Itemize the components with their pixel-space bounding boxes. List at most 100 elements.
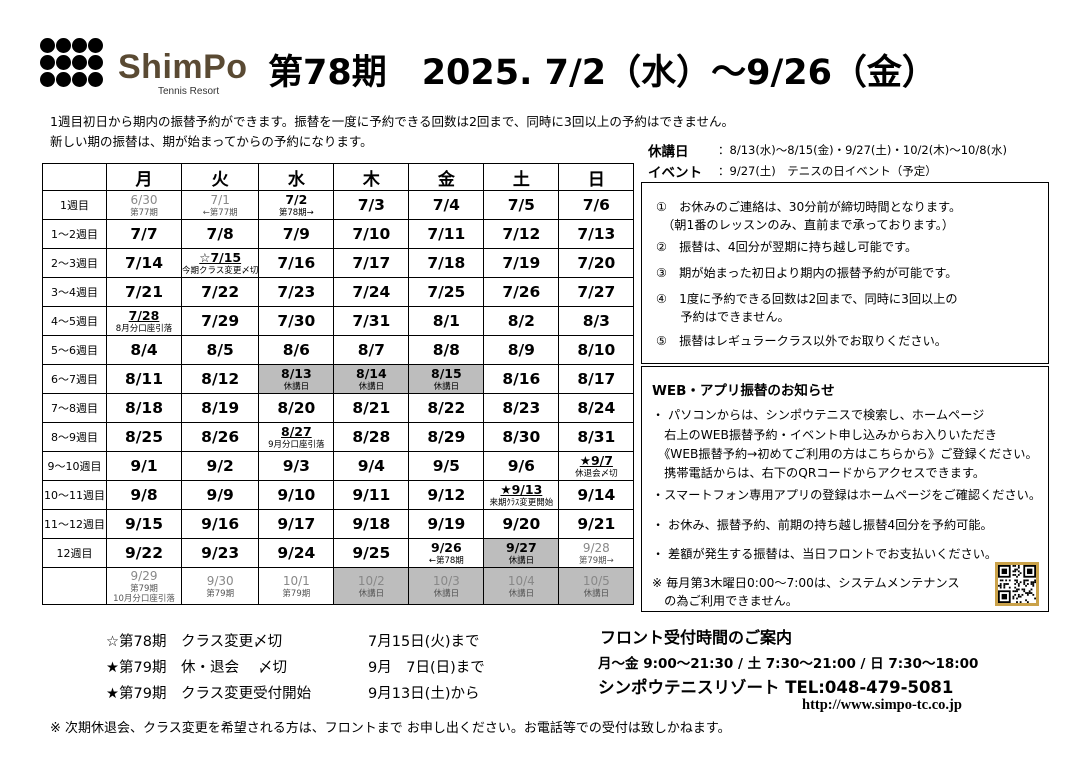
- calendar-day-cell: 7/30: [258, 306, 335, 336]
- note-5: ⑤ 振替はレギュラークラス以外でお取りください。: [656, 334, 947, 348]
- calendar-day-cell: 7/17: [333, 248, 410, 278]
- day-note: 第79期: [282, 589, 311, 599]
- calendar-day-cell: 8/3: [558, 306, 635, 336]
- day-date: 9/17: [277, 515, 316, 533]
- week-label: 11～12週目: [42, 509, 107, 539]
- calendar-day-cell: 8/2: [483, 306, 560, 336]
- website-link[interactable]: http://www.simpo-tc.co.jp: [802, 697, 962, 713]
- calendar-day-cell: 7/12: [483, 219, 560, 249]
- day-date: 9/20: [502, 515, 541, 533]
- day-date: 10/1: [282, 574, 310, 588]
- day-date: 9/21: [577, 515, 616, 533]
- week-label: 4～5週目: [42, 306, 107, 336]
- day-date: 9/3: [282, 457, 310, 475]
- note-1-sub: （朝1番のレッスンのみ、直前まで承っております。）: [656, 218, 955, 232]
- note-4-sub: 予約はできません。: [656, 310, 790, 324]
- calendar-day-cell: 7/20: [558, 248, 635, 278]
- day-note: 第78期→: [278, 208, 314, 218]
- day-date: 8/25: [124, 428, 164, 446]
- web-line: ・ パソコンからは、シンポウテニスで検索し、ホームページ: [652, 408, 985, 422]
- day-date: 9/23: [201, 544, 240, 562]
- day-date: 7/2: [285, 192, 308, 207]
- day-date: 7/30: [277, 312, 316, 330]
- day-date: 8/18: [124, 399, 164, 417]
- calendar-day-cell: 7/11: [408, 219, 485, 249]
- logo-dot: [72, 38, 87, 53]
- web-line: の為ご利用できません。: [652, 594, 798, 608]
- day-date: 8/31: [577, 428, 616, 446]
- day-date: 9/12: [427, 486, 466, 504]
- day-date: 7/21: [124, 283, 164, 301]
- day-note: 休講日: [433, 382, 460, 392]
- day-date: 7/4: [432, 196, 460, 214]
- calendar-day-cell: 9/6: [483, 451, 560, 481]
- day-note: 休退会〆切: [575, 469, 618, 479]
- calendar-day-cell: 8/31: [558, 422, 635, 452]
- day-date: 7/28: [128, 308, 160, 323]
- day-date: 8/16: [502, 370, 541, 388]
- day-note: 休講日: [358, 382, 385, 392]
- day-date: 9/11: [352, 486, 391, 504]
- day-date: 7/13: [577, 225, 616, 243]
- calendar-row: 7～8週目 8/18 8/19 8/20 8/21 8/22 8/23 8/24: [42, 393, 635, 423]
- day-note: 9月分口座引落: [268, 440, 325, 450]
- calendar-day-cell: 8/29: [408, 422, 485, 452]
- day-date: 7/20: [577, 254, 616, 272]
- calendar-day-cell: 9/16: [180, 509, 260, 539]
- web-notice-title: WEB・アプリ振替のお知らせ: [652, 383, 835, 399]
- calendar-day-cell: 7/31: [333, 306, 410, 336]
- day-date: 7/3: [357, 196, 385, 214]
- day-date: 10/2: [357, 574, 385, 588]
- calendar-day-cell: 9/22: [106, 538, 182, 568]
- calendar-day-cell: 7/3: [333, 190, 410, 220]
- front-desk-title: フロント受付時間のご案内: [600, 628, 793, 647]
- day-date: 9/24: [277, 544, 316, 562]
- calendar-day-cell: 9/15: [106, 509, 182, 539]
- calendar-day-cell: 8/25: [106, 422, 182, 452]
- calendar-day-cell: ☆7/15 今期クラス変更〆切: [180, 248, 260, 278]
- day-date: 8/1: [432, 312, 460, 330]
- deadline-1-date: 7月15日(火)まで: [368, 634, 480, 650]
- day-date: 7/23: [277, 283, 316, 301]
- day-date: 7/18: [427, 254, 466, 272]
- day-date: ☆7/15: [199, 250, 242, 265]
- qr-code-icon[interactable]: [995, 562, 1039, 606]
- calendar-day-cell: 7/23: [258, 277, 335, 307]
- calendar-day-cell: 10/3 休講日: [408, 567, 485, 605]
- calendar-day-cell: 7/28 8月分口座引落: [106, 306, 182, 336]
- day-date: 6/30: [130, 193, 158, 207]
- calendar-day-cell: 7/2 第78期→: [258, 190, 335, 220]
- calendar-day-cell: 8/15 休講日: [408, 364, 485, 394]
- schedule-calendar: 月火水木金土日 1週目 6/30 第77期 7/1 ←第77期 7/2 第78期→ 7/3 7/…: [42, 163, 635, 605]
- calendar-day-cell: ★9/13 来期ｸﾗｽ変更開始: [483, 480, 560, 510]
- day-date: 9/4: [357, 457, 385, 475]
- calendar-day-cell: 7/13: [558, 219, 635, 249]
- front-desk-hours: 月～金 9:00～21:30 / 土 7:30～21:00 / 日 7:30～1…: [598, 656, 979, 672]
- day-date: 8/22: [427, 399, 466, 417]
- calendar-row: 4～5週目 7/28 8月分口座引落 7/29 7/30 7/31 8/1 8/2 8/3: [42, 306, 635, 336]
- day-date: 7/9: [282, 225, 310, 243]
- calendar-day-cell: 8/30: [483, 422, 560, 452]
- day-date: 7/31: [352, 312, 391, 330]
- calendar-day-cell: 8/6: [258, 335, 335, 365]
- day-note: ←第78期: [428, 556, 464, 566]
- day-date: 8/30: [502, 428, 541, 446]
- day-date: 8/14: [356, 366, 387, 381]
- calendar-day-cell: 10/5 休講日: [558, 567, 635, 605]
- day-date: 8/4: [130, 341, 158, 359]
- calendar-day-cell: 8/26: [180, 422, 260, 452]
- calendar-row: 11～12週目 9/15 9/16 9/17 9/18 9/19 9/20 9/21: [42, 509, 635, 539]
- calendar-day-cell: 7/19: [483, 248, 560, 278]
- event-label: イベント: [648, 165, 702, 181]
- calendar-day-cell: 8/23: [483, 393, 560, 423]
- day-date: 9/28: [582, 541, 610, 555]
- calendar-row: 8～9週目 8/25 8/26 8/27 9月分口座引落 8/28 8/29 8/30 8/31: [42, 422, 635, 452]
- web-line: ※ 毎月第3木曜日0:00～7:00は、システムメンテナンス: [652, 576, 960, 590]
- logo-dot: [72, 55, 87, 70]
- day-date: 10/4: [507, 574, 535, 588]
- day-date: 7/25: [427, 283, 466, 301]
- day-date: 9/29: [130, 569, 158, 583]
- day-date: 9/9: [206, 486, 234, 504]
- day-date: 8/15: [431, 366, 462, 381]
- week-label: 12週目: [42, 538, 107, 568]
